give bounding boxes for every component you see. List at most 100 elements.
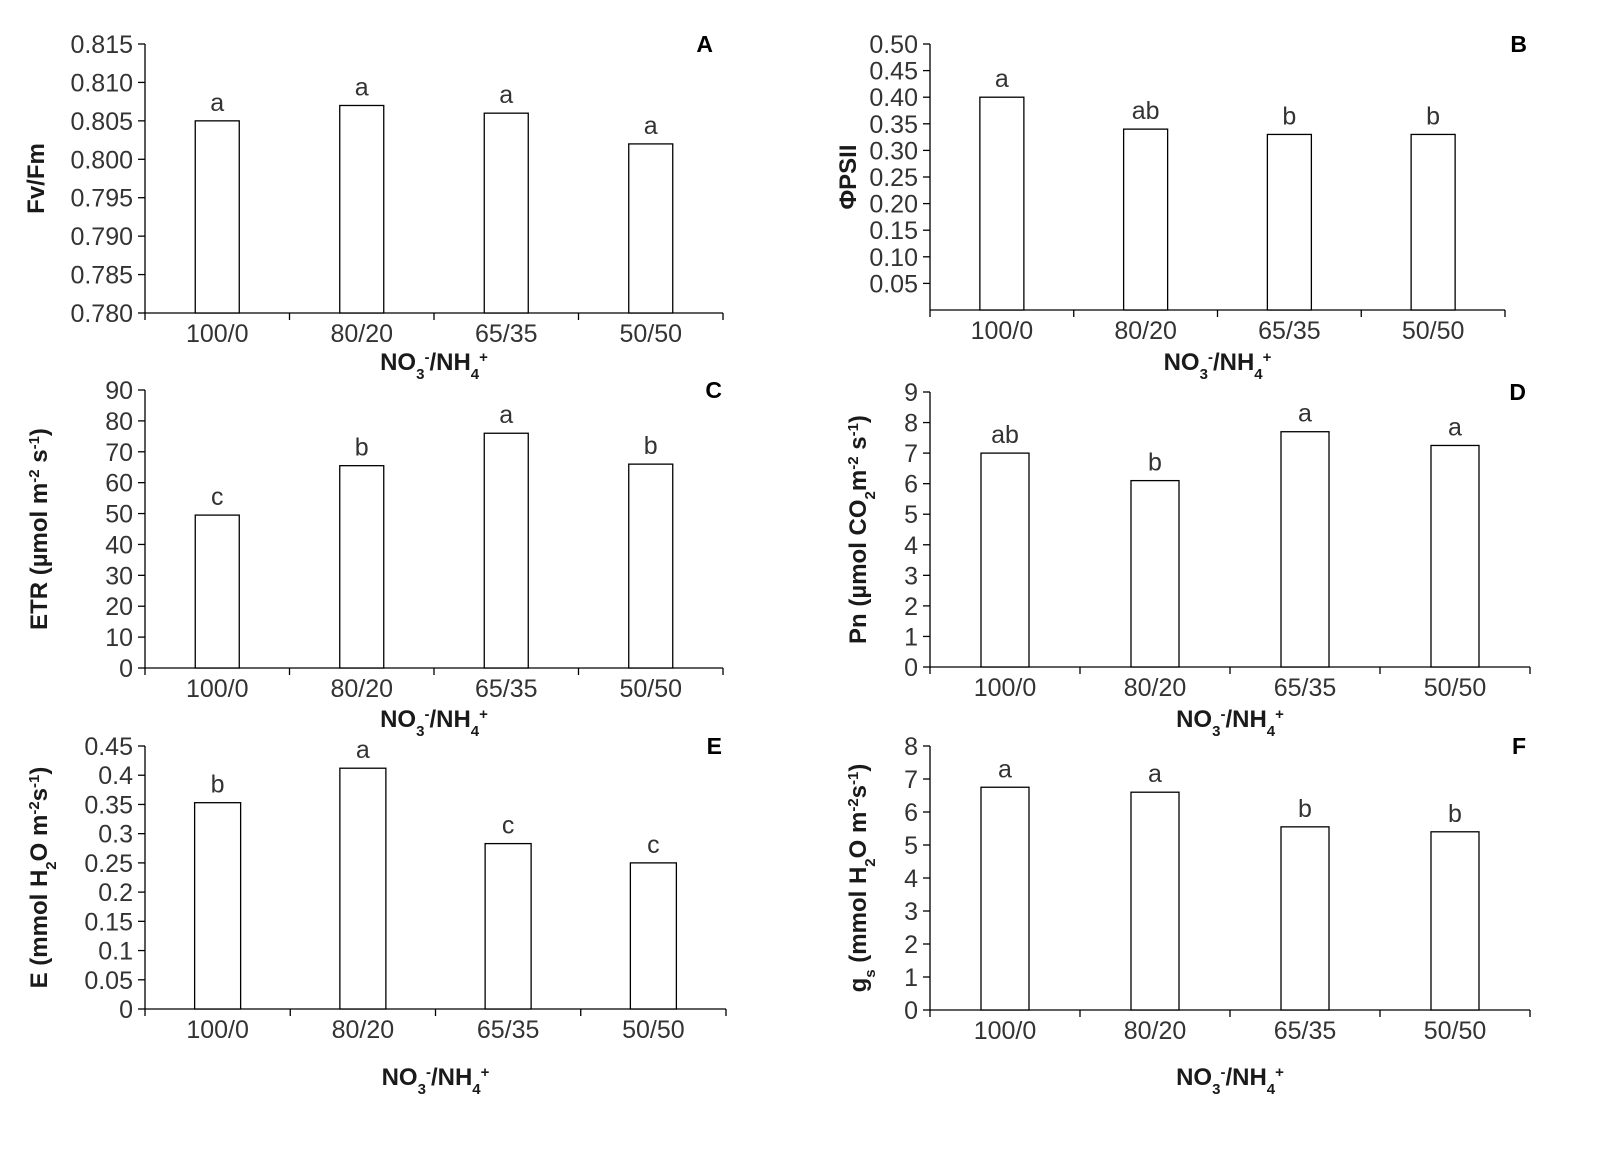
x-tick-label: 65/35 xyxy=(1274,674,1337,702)
panel-label: F xyxy=(1512,733,1526,759)
y-axis-title-part: 2 xyxy=(862,858,879,866)
y-axis-title-part: s xyxy=(26,788,53,801)
x-axis-title-part: /NH xyxy=(429,706,470,733)
y-axis-title-part: Fv/Fm xyxy=(23,143,50,214)
significance-letter: a xyxy=(1148,760,1162,788)
y-axis-title-part: -2 xyxy=(845,798,862,811)
bar xyxy=(484,842,532,1010)
y-tick-label: 0.10 xyxy=(869,244,918,272)
significance-letter: a xyxy=(499,81,513,109)
y-tick-label: 1 xyxy=(904,964,918,992)
y-tick-label: 0.50 xyxy=(869,31,918,59)
x-axis-title-part: 4 xyxy=(1267,723,1276,740)
x-axis-title-part: 3 xyxy=(1212,1081,1220,1098)
y-axis-title-part: ) xyxy=(845,415,872,423)
panel-label: E xyxy=(707,733,722,759)
x-axis-title-part: 4 xyxy=(471,723,480,740)
panel-label: C xyxy=(705,377,722,403)
y-axis-title-part: 2 xyxy=(43,861,60,869)
x-tick-label: 80/20 xyxy=(1114,317,1177,345)
y-axis-title-part: s xyxy=(26,449,53,469)
x-axis-title-part: - xyxy=(426,1064,431,1081)
x-axis-title-part: 3 xyxy=(1200,366,1208,383)
y-tick-label: 0 xyxy=(904,997,918,1025)
y-tick-label: 0.20 xyxy=(869,191,918,219)
significance-letter: a xyxy=(355,73,369,101)
y-tick-label: 1 xyxy=(904,623,918,651)
y-tick-label: 0.25 xyxy=(84,850,133,878)
x-tick-label: 50/50 xyxy=(622,1016,685,1044)
significance-letter: c xyxy=(502,812,515,840)
y-axis-title: Fv/Fm xyxy=(23,143,50,214)
y-tick-label: 0.30 xyxy=(869,137,918,165)
x-axis-title-part: 4 xyxy=(472,1081,481,1098)
significance-letter: c xyxy=(211,483,224,511)
panel-b: 0.050.100.150.200.250.300.350.400.450.50… xyxy=(835,31,1527,383)
y-tick-label: 0.810 xyxy=(70,69,133,97)
y-tick-label: 8 xyxy=(904,733,918,761)
y-tick-label: 0.05 xyxy=(869,270,918,298)
significance-letter: a xyxy=(356,736,370,764)
significance-letter: a xyxy=(499,401,513,429)
x-axis-title-part: 3 xyxy=(418,1081,426,1098)
x-tick-label: 100/0 xyxy=(974,674,1037,702)
y-tick-label: 10 xyxy=(105,624,133,652)
y-axis-title: Pn (µmol CO2m-2 s-1) xyxy=(845,415,879,644)
significance-letter: b xyxy=(1298,795,1312,823)
significance-letter: b xyxy=(211,771,225,799)
x-axis-title: NO3-/NH4+ xyxy=(1176,1064,1284,1098)
y-axis-title-part: ΦPSII xyxy=(835,144,862,209)
bar xyxy=(628,463,674,669)
y-tick-label: 0.15 xyxy=(84,908,133,936)
y-tick-label: 0.795 xyxy=(70,185,133,213)
x-axis-title-part: 4 xyxy=(1254,366,1263,383)
x-tick-label: 80/20 xyxy=(1124,674,1187,702)
y-tick-label: 90 xyxy=(105,377,133,405)
bar xyxy=(1410,133,1456,311)
x-axis-title-part: + xyxy=(479,706,488,723)
x-axis-title-part: /NH xyxy=(429,349,470,376)
y-axis-title-part: E (mmol H xyxy=(26,870,53,989)
x-axis-title-part: + xyxy=(1275,706,1284,723)
x-tick-label: 80/20 xyxy=(330,675,393,703)
y-tick-label: 5 xyxy=(904,501,918,529)
x-tick-label: 80/20 xyxy=(330,320,393,348)
bar xyxy=(1280,431,1330,668)
x-tick-label: 50/50 xyxy=(1424,1017,1487,1045)
y-axis-title-part: -2 xyxy=(845,456,862,469)
y-axis-title-part: -1 xyxy=(26,436,43,449)
y-tick-label: 9 xyxy=(904,379,918,407)
x-tick-label: 65/35 xyxy=(477,1016,540,1044)
significance-letter: ab xyxy=(1132,97,1160,125)
y-axis-title-part: s xyxy=(845,785,872,798)
y-axis-title-part: -1 xyxy=(845,772,862,785)
y-tick-label: 0.05 xyxy=(84,967,133,995)
y-tick-label: 8 xyxy=(904,410,918,438)
y-tick-label: 0 xyxy=(904,654,918,682)
y-axis-title-part: ) xyxy=(845,764,872,772)
bar xyxy=(339,104,385,314)
panel-e: 00.050.10.150.20.250.30.350.40.45 100/0 80… xyxy=(26,733,727,1098)
x-axis-title-part: /NH xyxy=(1225,706,1266,733)
bar xyxy=(339,767,387,1010)
y-tick-label: 7 xyxy=(904,766,918,794)
x-axis-title-part: /NH xyxy=(1225,1064,1266,1091)
y-tick-label: 0.45 xyxy=(84,733,133,761)
y-tick-label: 0.45 xyxy=(869,58,918,86)
y-tick-label: 0 xyxy=(119,996,133,1024)
x-tick-label: 65/35 xyxy=(475,675,538,703)
y-tick-label: 70 xyxy=(105,439,133,467)
bar xyxy=(193,802,242,1010)
x-axis-title-part: NO xyxy=(380,706,416,733)
x-axis-title-part: 3 xyxy=(1212,723,1220,740)
x-axis-title: NO3-/NH4+ xyxy=(382,1064,490,1098)
bar xyxy=(1130,479,1180,668)
significance-letter: a xyxy=(644,112,658,140)
y-tick-label: 0.3 xyxy=(98,821,133,849)
y-axis-title-part: O m xyxy=(26,815,53,862)
y-tick-label: 0.35 xyxy=(84,791,133,819)
y-tick-label: 5 xyxy=(904,832,918,860)
